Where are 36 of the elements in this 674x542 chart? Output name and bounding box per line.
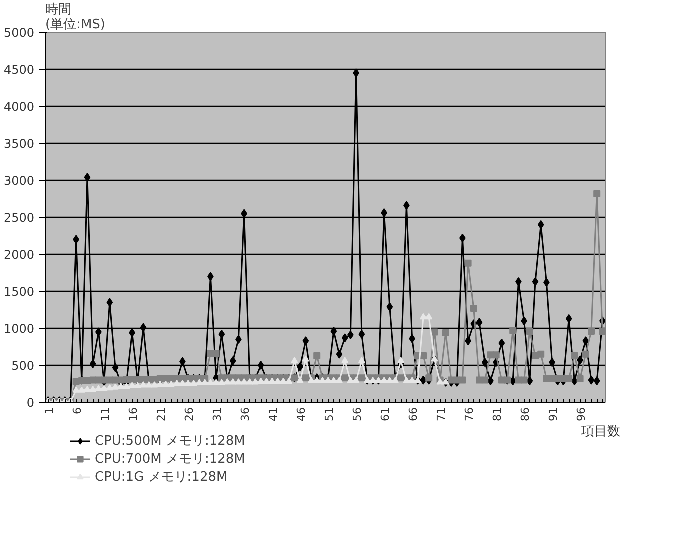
x-tick-label: 81: [490, 407, 504, 422]
x-tick-label: 26: [182, 407, 196, 422]
legend-label: CPU:700M メモリ:128M: [95, 451, 246, 468]
x-tick-label: 31: [210, 407, 224, 422]
y-tick-label: 1500: [4, 285, 35, 299]
y-tick-label: 2500: [4, 211, 35, 225]
y-tick-label: 1000: [4, 322, 35, 336]
legend-label: CPU:1G メモリ:128M: [95, 469, 228, 486]
x-tick-label: 51: [322, 407, 336, 422]
x-tick-label: 41: [266, 407, 280, 422]
y-tick-label: 3000: [4, 174, 35, 188]
y-tick-label: 5000: [4, 26, 35, 40]
x-tick-label: 56: [350, 407, 364, 422]
x-tick-label: 61: [378, 407, 392, 422]
y-tick-label: 0: [26, 396, 35, 410]
y-axis-title: 時間 (単位:MS): [46, 2, 106, 32]
legend-label: CPU:500M メモリ:128M: [95, 433, 246, 450]
y-tick-label: 4500: [4, 63, 35, 77]
x-tick-label: 91: [546, 407, 560, 422]
x-tick-label: 36: [238, 407, 252, 422]
y-tick-label: 3500: [4, 137, 35, 151]
x-tick-label: 11: [98, 407, 112, 422]
x-axis-title: 項目数: [580, 424, 621, 440]
x-tick-label: 66: [406, 407, 420, 422]
x-tick-label: 96: [574, 407, 588, 422]
x-tick-label: 16: [126, 407, 140, 422]
x-tick-label: 71: [434, 407, 448, 422]
x-tick-label: 86: [518, 407, 532, 422]
x-tick-label: 6: [70, 408, 84, 414]
x-tick-label: 46: [294, 407, 308, 422]
y-tick-label: 500: [12, 359, 34, 373]
x-tick-label: 1: [42, 408, 56, 414]
y-tick-label: 4000: [4, 100, 35, 114]
y-tick-label: 2000: [4, 248, 35, 262]
x-tick-label: 21: [154, 407, 168, 422]
x-tick-label: 76: [462, 407, 476, 422]
